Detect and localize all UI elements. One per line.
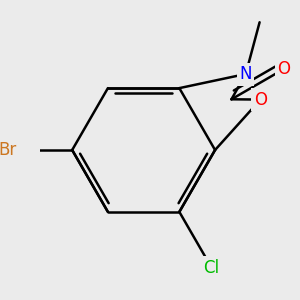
Text: Cl: Cl xyxy=(203,259,220,277)
Text: N: N xyxy=(239,65,252,83)
Text: O: O xyxy=(254,91,267,109)
Text: O: O xyxy=(278,60,290,78)
Text: Br: Br xyxy=(0,141,17,159)
